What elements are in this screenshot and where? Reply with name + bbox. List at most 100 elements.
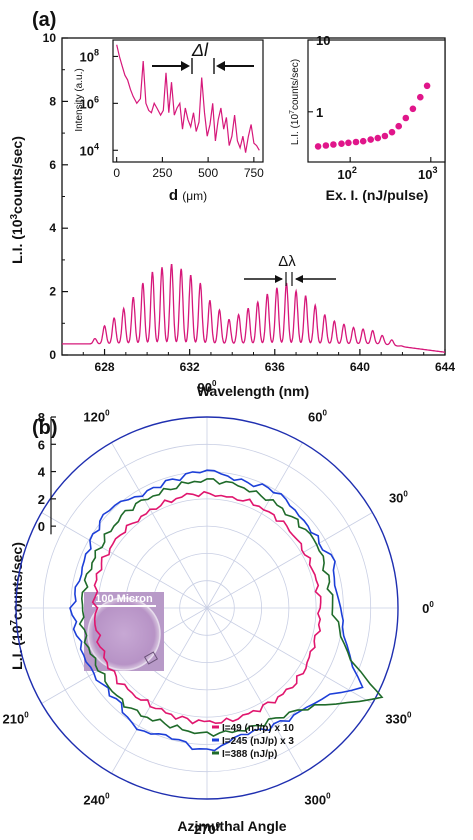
inset-right-point (388, 128, 396, 136)
legend-label: I=245 (nJ/p) x 3 (222, 736, 294, 747)
polar-angle-label: 3000 (304, 791, 331, 807)
inset-right-point (345, 139, 352, 147)
inset-left-y-tick-label: 108 (80, 47, 99, 64)
legend-label: I=388 (nJ/p) (222, 749, 277, 760)
inset-right-x-tick-label: 102 (337, 165, 356, 182)
inset-right-frame (307, 39, 446, 163)
polar-radial-tick-label: 0 (38, 519, 45, 534)
polar-radial-tick-label: 2 (38, 492, 45, 507)
inset-left-x-tick-label: 750 (244, 166, 264, 180)
delta-l-label: Δl (191, 40, 209, 60)
inset-right-point (417, 93, 424, 101)
polar-series-line (69, 469, 364, 752)
microdisk-image (87, 597, 161, 671)
polar-angle-label: 600 (308, 409, 327, 425)
polar-radial-tick-label: 4 (38, 465, 46, 480)
inset-left-ylabel: Intensity (a.u.) (74, 68, 85, 131)
polar-angle-label: 00 (422, 600, 434, 616)
polar-radial-tick-label: 6 (38, 437, 45, 452)
inset-right-y-tick-label: 10 (316, 33, 330, 48)
polar-grid-spoke (206, 512, 373, 609)
panel-a-label: (a) (32, 9, 56, 31)
y-tick-label: 0 (49, 348, 56, 362)
x-tick-label: 628 (95, 360, 115, 374)
inset-right-y-tick-label: 1 (316, 105, 323, 120)
panel-a: (a) L.I. (103counts/sec) Wavelength (nm)… (9, 9, 455, 399)
inset-left: Intensity (a.u.) 0 250 500 750 104 106 108 d (… (74, 39, 264, 204)
delta-lambda-arrowhead-left (275, 275, 283, 283)
inset-right-points (314, 82, 431, 150)
inset-right-point (409, 105, 417, 113)
polar-angle-label: 3300 (385, 711, 412, 727)
inset-right-point (374, 134, 382, 142)
polar-series (69, 469, 384, 752)
delta-lambda-label: Δλ (278, 253, 296, 270)
inset-right: L.I. (107counts/sec) 102 103 1 10 Ex. I. (n… (289, 33, 446, 203)
polar-angle-label: 2700 (194, 821, 221, 837)
polar-grid (15, 416, 399, 800)
polar-radial-ticks: 0 2 4 6 8 (38, 410, 56, 535)
polar-outer-circle (15, 416, 399, 800)
inset-right-point (402, 114, 410, 122)
panel-b-ylabel: L.I. (107counts/sec) (9, 542, 25, 670)
inset-right-point (314, 143, 322, 150)
inset-right-x-tick-label: 103 (418, 165, 437, 182)
y-tick-label: 6 (49, 158, 56, 172)
inset-left-x-tick-label: 500 (198, 166, 218, 180)
inset-left-y-tick-label: 106 (80, 94, 99, 111)
inset-left-x-tick-label: 250 (152, 166, 172, 180)
polar-grid-spoke (206, 442, 303, 609)
polar-series-line (78, 478, 384, 738)
inset-right-point (359, 137, 367, 145)
inset-left-line (116, 44, 260, 153)
x-tick-label: 636 (265, 360, 285, 374)
y-tick-label: 8 (49, 94, 56, 108)
panel-b: (b) L.I. (107counts/sec) Azimuthal Angle… (3, 379, 435, 837)
inset-right-point (423, 82, 431, 90)
polar-grid-spoke (41, 512, 208, 609)
inset-left-x-tick-label: 0 (113, 166, 120, 180)
inset-right-ticks: 102 103 1 10 (308, 33, 438, 182)
polar-radial-tick-label: 8 (38, 410, 45, 425)
polar-angle-label: 2400 (83, 791, 110, 807)
panel-a-xlabel: Wavelength (nm) (197, 383, 309, 399)
polar-grid-spoke (206, 607, 373, 704)
delta-l-annotation: Δl (152, 40, 254, 74)
inset-right-point (330, 141, 337, 148)
delta-lambda-annotation: Δλ (244, 253, 336, 286)
panel-b-xlabel: Azimuthal Angle (177, 818, 286, 834)
inset-right-point (381, 132, 389, 140)
polar-angle-label: 1200 (83, 409, 110, 425)
spectrum-line (62, 264, 445, 353)
polar-grid-spoke (111, 607, 208, 774)
legend: I=49 (nJ/p) x 10 I=245 (nJ/p) x 3 I=388 (n… (212, 723, 294, 760)
inset-left-y-tick-label: 104 (80, 141, 99, 158)
inset-right-point (338, 140, 345, 147)
scale-bar-label: 100 Micron (95, 593, 153, 605)
inset-left-xlabel: d (μm) (169, 187, 207, 204)
x-tick-label: 640 (350, 360, 370, 374)
inset-right-ylabel: L.I. (107counts/sec) (289, 59, 301, 145)
inset-right-point (322, 142, 330, 149)
legend-label: I=49 (nJ/p) x 10 (222, 723, 294, 734)
polar-angle-label: 2100 (3, 711, 30, 727)
inset-right-point (395, 122, 403, 130)
polar-series-line (91, 490, 322, 725)
y-tick-label: 2 (49, 285, 56, 299)
y-tick-label: 10 (43, 31, 57, 45)
polar-grid-spoke (206, 607, 303, 774)
inset-right-point (352, 138, 360, 146)
y-tick-label: 4 (49, 221, 56, 235)
panel-a-ylabel: L.I. (103counts/sec) (9, 136, 25, 264)
inset-right-xlabel: Ex. I. (nJ/pulse) (326, 187, 429, 203)
delta-lambda-arrowhead-right (295, 275, 303, 283)
x-tick-label: 632 (180, 360, 200, 374)
polar-angle-label: 300 (389, 490, 408, 506)
polar-grid-spoke (111, 442, 208, 609)
delta-l-arrowhead-right (216, 61, 225, 71)
x-tick-label: 644 (435, 360, 455, 374)
inset-right-point (367, 136, 375, 143)
delta-l-arrowhead-left (181, 61, 190, 71)
